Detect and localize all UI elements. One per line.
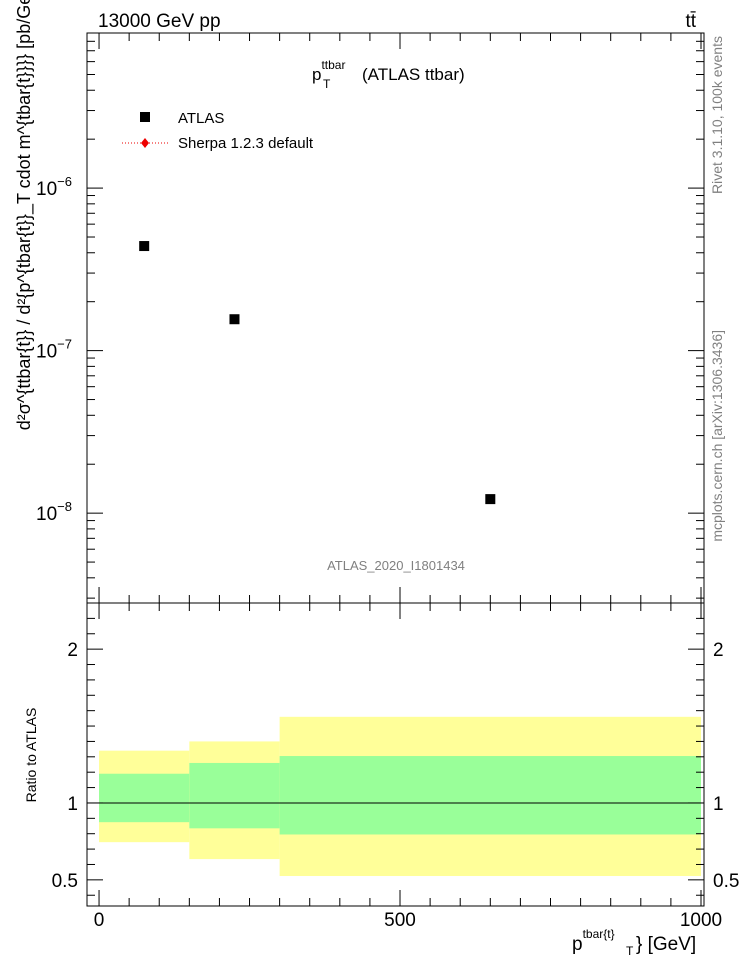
axis-ticks (87, 32, 704, 906)
y-tick-label-exponent: −8 (57, 499, 72, 514)
plot-title-rest: (ATLAS ttbar) (362, 65, 465, 84)
data-point (139, 241, 150, 252)
y-tick-label: 10−7 (36, 337, 72, 363)
x-axis-label-sup: tbar{t} (583, 927, 615, 941)
ratio-y-tick-label-left: 2 (67, 640, 78, 661)
y-tick-label-exponent: −7 (57, 337, 72, 352)
y-tick-label-base: 10 (36, 342, 57, 363)
y-tick-label: 10−6 (36, 174, 72, 200)
ratio-y-tick-label-left: 0.5 (52, 871, 78, 892)
x-tick-label: 0 (94, 910, 105, 931)
y-tick-label-base: 10 (36, 179, 57, 200)
y-tick-label-exponent: −6 (57, 174, 72, 189)
ratio-inner-band-0 (99, 773, 190, 823)
x-tick-label: 500 (384, 910, 416, 931)
plot-title-main: p (312, 65, 321, 84)
data-point (485, 494, 496, 505)
ratio-bands (99, 716, 701, 877)
plot-title-sup: ttbar (321, 58, 345, 72)
ratio-plot-frame (86, 602, 705, 907)
legend-mc-label: Sherpa 1.2.3 default (178, 135, 314, 152)
ratio-inner-band-2 (279, 756, 701, 835)
x-axis-label-tail: } [GeV] (636, 934, 696, 955)
plot-title: pttbar T (ATLAS ttbar) (312, 58, 465, 91)
energy-label: 13000 GeV pp (98, 11, 221, 32)
y-axis-label: d²σ^{ttbar{t}} / d²{p^{tbar{t}}_T cdot m… (14, 0, 35, 430)
ratio-y-tick-label-left: 1 (67, 794, 78, 815)
x-tick-label: 1000 (680, 910, 722, 931)
ratio-y-axis-label: Ratio to ATLAS (23, 708, 39, 803)
data-markers (139, 241, 496, 505)
ratio-y-tick-label-right: 2 (713, 640, 724, 661)
legend-data-label: ATLAS (178, 110, 224, 127)
y-tick-label-base: 10 (36, 504, 57, 525)
ratio-y-tick-label-right: 1 (713, 794, 724, 815)
legend-data-marker (140, 112, 150, 122)
x-axis-label-sub: T (626, 944, 634, 958)
ratio-inner-band-1 (189, 762, 280, 829)
y-tick-label: 10−8 (36, 499, 72, 525)
analysis-id: ATLAS_2020_I1801434 (327, 558, 465, 573)
data-point (229, 314, 240, 325)
ratio-y-tick-label-right: 0.5 (713, 871, 739, 892)
legend-mc-marker (141, 138, 149, 148)
side-label-rivet: Rivet 3.1.10, 100k events (709, 36, 725, 194)
x-axis-label: ptbar{t} T} [GeV] (572, 927, 696, 958)
x-axis-label-main: p (572, 934, 583, 955)
process-label: tt̄ (685, 11, 696, 32)
plot-title-sub: T (323, 77, 331, 91)
side-label-mcplots: mcplots.cern.ch [arXiv:1306.3436] (709, 330, 725, 542)
